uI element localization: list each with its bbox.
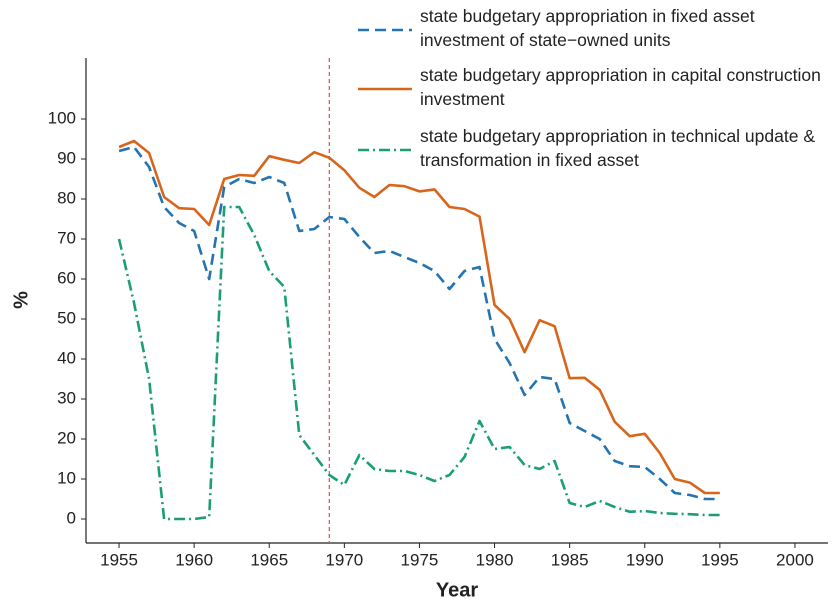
y-tick-label: 50 <box>57 308 76 327</box>
legend-label: state budgetary appropriation in technic… <box>420 126 815 170</box>
legend-entry: state budgetary appropriation in technic… <box>420 126 815 170</box>
x-tick-label: 1965 <box>250 550 288 569</box>
x-tick-label: 1995 <box>701 550 739 569</box>
y-tick-label: 60 <box>57 268 76 287</box>
x-axis-title: Year <box>436 579 478 601</box>
series-line <box>118 139 720 495</box>
y-axis-title: % <box>10 291 32 309</box>
x-tick-label: 1990 <box>626 550 664 569</box>
y-tick-label: 30 <box>57 388 76 407</box>
x-tick-label: 1955 <box>100 550 138 569</box>
legend-entry: state budgetary appropriation in fixed a… <box>420 6 755 50</box>
y-tick-label: 40 <box>57 348 76 367</box>
legend-entry: state budgetary appropriation in capital… <box>420 65 821 109</box>
x-tick-label: 2000 <box>776 550 814 569</box>
series-line <box>118 145 720 501</box>
legend-label: state budgetary appropriation in capital… <box>420 65 821 109</box>
y-tick-label: 100 <box>48 108 76 127</box>
y-tick-label: 0 <box>67 508 76 527</box>
y-tick-label: 10 <box>57 468 76 487</box>
x-tick-label: 1980 <box>476 550 514 569</box>
y-tick-label: 70 <box>57 228 76 247</box>
x-tick-label: 1970 <box>325 550 363 569</box>
x-tick-label: 1975 <box>401 550 439 569</box>
series-line <box>117 205 720 521</box>
x-tick-label: 1960 <box>175 550 213 569</box>
y-tick-label: 20 <box>57 428 76 447</box>
x-tick-label: 1985 <box>551 550 589 569</box>
y-tick-label: 80 <box>57 188 76 207</box>
legend-label: state budgetary appropriation in fixed a… <box>420 6 755 50</box>
y-tick-label: 90 <box>57 148 76 167</box>
